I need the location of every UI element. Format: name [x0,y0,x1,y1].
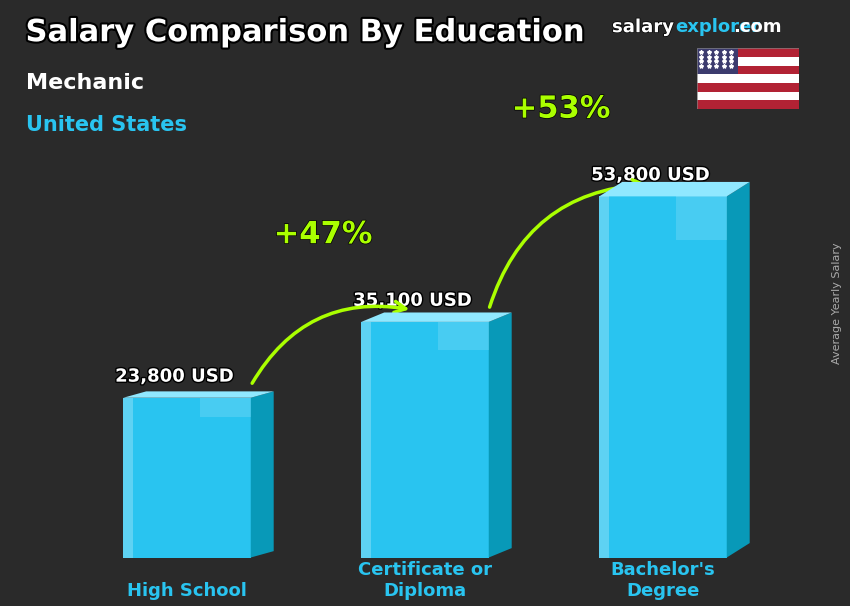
Bar [697,57,799,66]
Text: High School: High School [127,582,247,600]
Text: explorer: explorer [676,18,761,36]
Text: 53,800 USD: 53,800 USD [591,166,710,184]
Polygon shape [200,398,251,417]
Polygon shape [361,322,489,558]
Polygon shape [123,398,251,558]
Bar [697,48,799,57]
Polygon shape [438,322,489,350]
Polygon shape [599,182,750,196]
Text: .com: .com [734,18,782,36]
Text: Salary Comparison By Education: Salary Comparison By Education [26,18,582,47]
Text: salary: salary [612,18,673,36]
Text: Certificate or
Diploma: Certificate or Diploma [358,561,492,600]
Text: Bachelor's
Degree: Bachelor's Degree [610,561,716,600]
Text: +53%: +53% [512,95,610,124]
Text: 23,800 USD: 23,800 USD [115,368,234,385]
Text: United States: United States [26,115,186,135]
Polygon shape [599,196,727,558]
Bar [697,75,799,83]
Bar [697,83,799,92]
Text: Average Yearly Salary: Average Yearly Salary [831,242,842,364]
Polygon shape [599,196,609,558]
Polygon shape [676,196,727,240]
Polygon shape [123,391,274,398]
Bar [697,92,799,101]
Polygon shape [123,398,133,558]
Bar [697,48,738,75]
Bar [697,66,799,75]
Text: 35,100 USD: 35,100 USD [354,291,471,310]
Text: +47%: +47% [274,220,372,249]
Polygon shape [361,322,371,558]
Polygon shape [251,391,274,558]
Polygon shape [361,313,512,322]
Polygon shape [489,313,512,558]
Text: Mechanic: Mechanic [26,73,144,93]
Bar [697,101,799,109]
Polygon shape [727,182,750,558]
